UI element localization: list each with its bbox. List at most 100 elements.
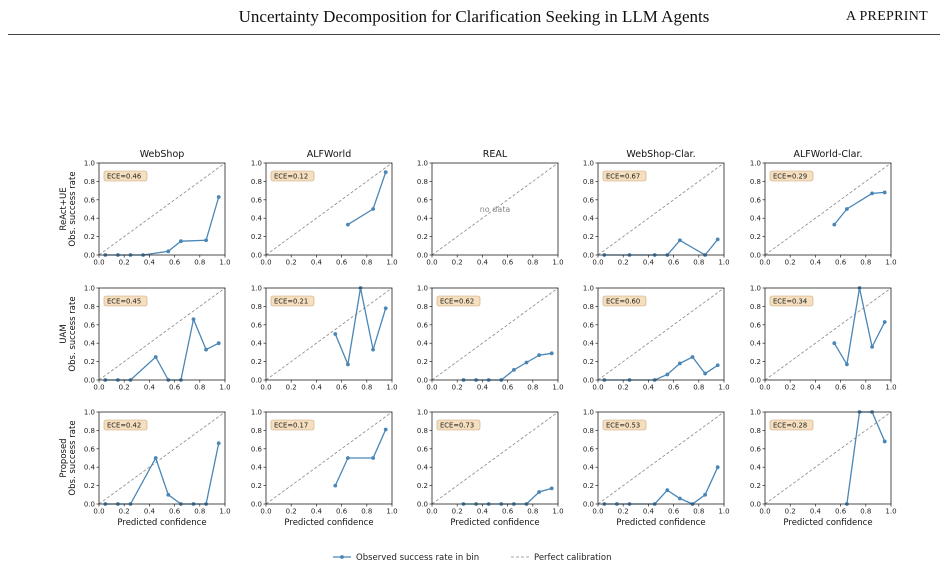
ece-value: ECE=0.67 [606,173,640,181]
panel-r0-c4: 0.00.0 0.2 0.2 0.4 0.4 0.6 0.6 0.8 0.8 1.0 1.0 ECE=… [750,160,897,267]
perfect-calibration-line [265,287,393,381]
x-tick-label: 0.8 [194,508,205,516]
x-tick-label: 0.2 [286,508,297,516]
panel-column-title: ALFWorld-Clar. [793,149,862,160]
x-axis-label: Predicted confidence [284,518,373,528]
y-tick-label: 0.0 [417,377,428,385]
x-tick-label: 0.6 [668,259,680,267]
perfect-calibration-line [431,411,559,505]
x-tick-label: 0.2 [618,259,629,267]
data-point [832,341,837,346]
panel-column-title: WebShop [140,149,185,160]
panel-r1-c1: 0.00.0 0.2 0.2 0.4 0.4 0.6 0.6 0.8 0.8 1.0 1.0 ECE=… [251,285,398,392]
panel-column-title: ALFWorld [307,149,351,160]
ece-value: ECE=0.46 [107,173,141,181]
y-tick-label: 1.0 [750,409,761,417]
x-tick-label: 1.0 [552,259,563,267]
no-data-label: no data [480,205,511,214]
data-point [216,341,221,346]
y-tick-label: 0.6 [750,445,762,453]
x-tick-label: 0.4 [643,259,655,267]
x-tick-label: 0.2 [785,259,796,267]
panel-r1-c0: 0.00.0 0.2 0.2 0.4 0.4 0.6 0.6 0.8 0.8 1.0 1.0 ECE=… [84,285,231,392]
y-tick-label: 1.0 [84,285,95,293]
ece-value: ECE=0.53 [606,422,640,430]
legend-series-marker [340,555,344,559]
perfect-calibration-line [265,411,393,505]
series-line [334,429,387,486]
x-tick-label: 0.2 [119,384,130,392]
series-line [334,287,387,367]
y-tick-label: 1.0 [84,409,95,417]
x-tick-label: 0.2 [119,508,130,516]
series-line [347,171,387,226]
x-tick-label: 0.8 [194,259,205,267]
x-tick-label: 0.4 [810,384,822,392]
data-point [882,439,887,444]
axes-frame [98,411,226,505]
y-tick-label: 0.2 [583,358,594,366]
y-tick-label: 1.0 [251,285,262,293]
x-tick-label: 0.4 [477,508,489,516]
x-axis-label: Predicted confidence [616,518,705,528]
x-tick-label: 0.6 [169,508,181,516]
y-tick-label: 1.0 [417,160,428,168]
y-tick-label: 0.0 [417,501,428,509]
x-tick-label: 0.6 [668,508,680,516]
x-tick-label: 0.4 [810,259,822,267]
data-point [845,207,849,211]
x-tick-label: 0.6 [502,508,514,516]
data-point [166,492,171,497]
ece-badge [602,170,647,182]
series-line [833,191,885,226]
y-tick-label: 0.2 [417,482,428,490]
data-point [845,362,849,367]
ece-value: ECE=0.17 [274,422,308,430]
data-point [371,456,375,460]
x-axis-label: Predicted confidence [783,518,872,528]
y-tick-label: 0.8 [583,303,594,311]
y-tick-label: 0.2 [750,358,761,366]
data-point [703,371,707,376]
data-point [832,222,837,227]
page-header-title: Uncertainty Decomposition for Clarificat… [238,7,710,26]
data-point [153,355,158,359]
panel-r2-c1: 0.00.0 0.2 0.2 0.4 0.4 0.6 0.6 0.8 0.8 1.0 1.0 ECE=… [251,409,398,516]
axes-frame [597,162,725,256]
x-tick-label: 0.8 [693,259,704,267]
y-tick-label: 0.2 [251,482,262,490]
ece-badge [769,295,814,307]
y-tick-label: 0.2 [750,233,761,241]
series-line [105,317,219,381]
y-tick-label: 0.8 [417,427,428,435]
data-point [346,362,350,367]
y-tick-label: 0.6 [84,445,96,453]
perfect-calibration-line [764,162,892,256]
x-tick-label: 0.4 [311,259,323,267]
y-tick-label: 1.0 [417,409,428,417]
y-tick-label: 0.2 [251,358,262,366]
ece-badge [270,170,315,182]
y-tick-label: 0.2 [417,358,428,366]
ece-badge [769,170,814,182]
ece-badge [769,419,814,431]
data-point [371,347,375,352]
data-point [153,456,158,460]
x-tick-label: 0.0 [426,508,437,516]
ece-badge [103,170,148,182]
y-tick-label: 0.8 [583,427,594,435]
data-point [882,320,887,324]
y-tick-label: 0.2 [750,482,761,490]
data-point [537,353,541,358]
row-label: Proposed [59,438,69,477]
data-point [371,207,375,211]
data-point [204,238,209,243]
data-point [678,496,682,501]
x-tick-label: 0.2 [286,384,297,392]
y-tick-label: 0.4 [251,340,263,348]
data-point [383,170,388,175]
x-tick-label: 0.2 [618,508,629,516]
panel-r1-c2: 0.00.0 0.2 0.2 0.4 0.4 0.6 0.6 0.8 0.8 1.0 1.0 ECE=… [417,285,564,392]
y-tick-label: 0.0 [84,377,95,385]
